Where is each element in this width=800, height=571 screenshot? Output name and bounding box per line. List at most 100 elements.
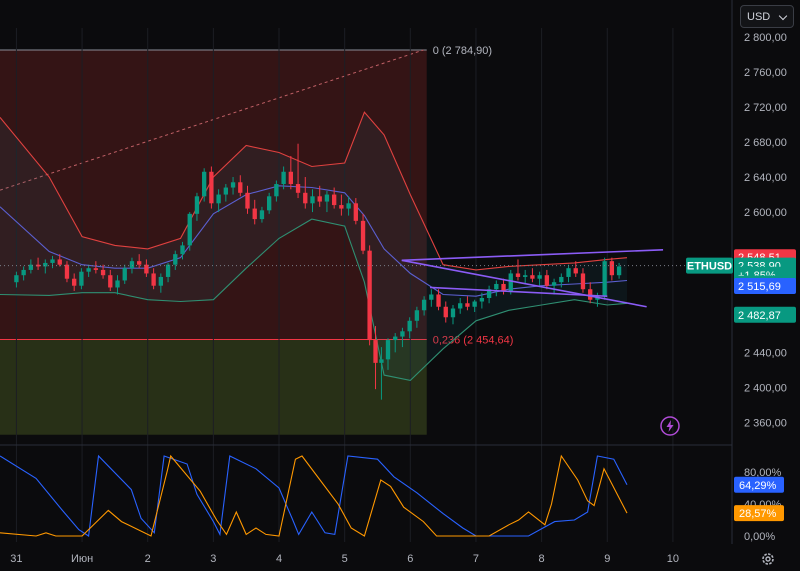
candle xyxy=(144,259,149,277)
stoch-value-bg xyxy=(734,476,784,493)
candle xyxy=(360,213,366,255)
x-tick-label: 6 xyxy=(407,553,413,565)
candle-body xyxy=(544,275,550,286)
gear-icon[interactable] xyxy=(760,551,776,567)
candle-body xyxy=(295,184,301,193)
x-tick-label: 31 xyxy=(10,553,22,565)
stochastic-line-0 xyxy=(0,454,628,537)
candle-body xyxy=(79,271,84,286)
candle xyxy=(566,264,571,283)
candle xyxy=(43,259,48,274)
candle xyxy=(559,273,564,288)
candle-body xyxy=(486,289,492,298)
stoch-value-label: 28,57% xyxy=(734,505,784,522)
candle xyxy=(616,262,622,279)
drawings xyxy=(0,248,732,308)
y-tick-label: 2 600,00 xyxy=(744,207,787,219)
candle xyxy=(187,212,192,251)
candle xyxy=(494,280,499,297)
lightning-icon[interactable] xyxy=(659,415,681,437)
candle-body xyxy=(100,269,106,276)
candle-body xyxy=(230,182,236,188)
candle-body xyxy=(429,294,434,300)
currency-dropdown[interactable]: USD xyxy=(740,5,794,28)
candle xyxy=(310,189,315,213)
candle-body xyxy=(129,261,135,269)
candle-body xyxy=(443,306,448,318)
candle-body xyxy=(57,259,62,265)
candle xyxy=(317,185,322,207)
currency-label: USD xyxy=(747,10,771,23)
candle xyxy=(580,268,586,293)
candle-body xyxy=(436,294,441,307)
candle xyxy=(551,278,557,295)
candle xyxy=(429,289,434,307)
candle xyxy=(523,269,528,284)
candle xyxy=(544,269,550,290)
candle xyxy=(373,326,378,390)
candle-body xyxy=(414,310,420,321)
candle xyxy=(346,196,351,216)
candle-body xyxy=(393,336,398,341)
candle-body xyxy=(580,273,586,290)
candle-body xyxy=(50,259,55,263)
price-label-text: 2 482,87 xyxy=(738,310,781,322)
candle xyxy=(479,292,485,309)
candle xyxy=(465,296,470,311)
candle xyxy=(108,269,113,291)
stochastic-pane xyxy=(0,454,628,537)
candle-body xyxy=(28,264,34,270)
x-tick-label: 5 xyxy=(342,553,348,565)
candle xyxy=(274,180,279,202)
candle xyxy=(288,155,293,190)
price-label-text: 2 515,69 xyxy=(738,281,781,293)
candle-body xyxy=(508,273,513,291)
candle xyxy=(385,338,391,370)
stoch-y-tick-label: 0,00% xyxy=(744,531,775,543)
candle-body xyxy=(310,196,315,204)
x-tick-label: 3 xyxy=(210,553,216,565)
candle-body xyxy=(144,264,149,274)
x-tick-label: 2 xyxy=(145,553,151,565)
candle-body xyxy=(259,210,265,220)
y-tick-label: 2 720,00 xyxy=(744,102,787,114)
candle-body xyxy=(216,194,221,204)
candle xyxy=(93,261,99,274)
candle-body xyxy=(479,297,485,302)
y-tick-label: 2 800,00 xyxy=(744,32,787,44)
fib-label-0236: 0,236 (2 454,64) xyxy=(433,335,514,347)
candle-body xyxy=(458,303,463,309)
candle xyxy=(379,347,384,400)
candle xyxy=(450,305,456,325)
candle xyxy=(21,266,26,281)
candle xyxy=(209,166,214,209)
candle-body xyxy=(385,340,391,360)
stoch-value-bg xyxy=(734,505,784,522)
candle xyxy=(436,289,441,311)
candle-body xyxy=(379,359,384,363)
candle-body xyxy=(588,289,593,300)
stoch-value-text: 64,29% xyxy=(739,480,777,492)
candle-body xyxy=(35,264,41,267)
candle xyxy=(14,271,19,288)
bollinger-upper xyxy=(0,111,628,271)
candle-body xyxy=(616,266,622,276)
candle-body xyxy=(346,203,351,209)
candle xyxy=(64,261,70,283)
candle-body xyxy=(93,268,99,270)
candle-body xyxy=(373,340,378,363)
candle-body xyxy=(137,261,142,265)
candle-body xyxy=(187,213,192,246)
candle-body xyxy=(266,196,272,211)
candle-body xyxy=(122,268,127,281)
candle xyxy=(588,282,593,304)
candle xyxy=(223,184,229,202)
candle xyxy=(421,296,427,316)
candle xyxy=(252,199,257,225)
candle-body xyxy=(194,196,200,214)
x-tick-label: 9 xyxy=(604,553,610,565)
price-label: 2 482,87 xyxy=(734,306,796,323)
candle-body xyxy=(421,299,427,311)
